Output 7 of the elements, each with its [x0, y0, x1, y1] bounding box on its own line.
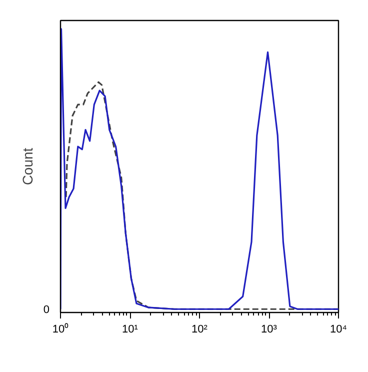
y-axis-title: Count: [19, 148, 36, 186]
x-tick-label: 10²: [192, 324, 208, 336]
x-tick-label: 10⁰: [52, 322, 69, 336]
text: 0: [43, 304, 50, 316]
x-tick-label: 10³: [261, 324, 278, 336]
x-tick-label: 10¹: [122, 324, 138, 336]
x-tick-label: 10⁴: [330, 324, 348, 336]
